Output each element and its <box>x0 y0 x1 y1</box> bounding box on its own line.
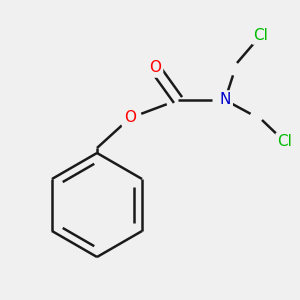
Text: O: O <box>124 110 136 125</box>
Text: O: O <box>149 61 161 76</box>
Text: N: N <box>219 92 231 107</box>
Text: Cl: Cl <box>254 28 268 43</box>
Text: Cl: Cl <box>278 134 292 149</box>
